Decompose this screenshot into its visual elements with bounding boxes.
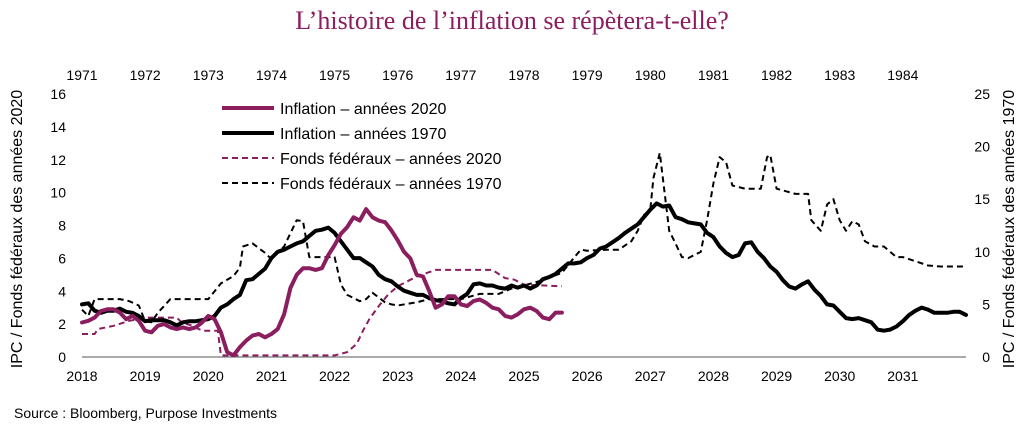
series-line-1 xyxy=(80,207,564,358)
left-tick-12: 12 xyxy=(50,152,66,168)
top-tick-1982: 1982 xyxy=(761,67,792,83)
bottom-tick-2018: 2018 xyxy=(66,368,97,384)
top-tick-1977: 1977 xyxy=(445,67,476,83)
right-axis-title: IPC / Fonds fédéraux des années 1970 xyxy=(1001,90,1018,369)
series-line-2 xyxy=(80,201,968,333)
left-axis-title: IPC / Fonds fédéraux des années 2020 xyxy=(9,90,26,369)
top-tick-1973: 1973 xyxy=(193,67,224,83)
top-tick-1976: 1976 xyxy=(382,67,413,83)
bottom-tick-2024: 2024 xyxy=(445,368,476,384)
bottom-tick-2021: 2021 xyxy=(256,368,287,384)
right-axis-ticks: 0 5 10 15 20 25 xyxy=(974,86,990,365)
bottom-tick-2023: 2023 xyxy=(382,368,413,384)
bottom-tick-2031: 2031 xyxy=(887,368,918,384)
legend-label-1: Inflation – années 2020 xyxy=(280,101,446,118)
bottom-tick-2026: 2026 xyxy=(572,368,603,384)
left-tick-4: 4 xyxy=(58,283,66,299)
bottom-tick-2019: 2019 xyxy=(130,368,161,384)
top-tick-1972: 1972 xyxy=(130,67,161,83)
top-tick-1978: 1978 xyxy=(508,67,539,83)
right-tick-10: 10 xyxy=(974,244,990,260)
bottom-tick-2022: 2022 xyxy=(319,368,350,384)
series-line-4 xyxy=(81,151,966,324)
legend: Inflation – années 2020 Inflation – année… xyxy=(222,101,502,193)
left-tick-14: 14 xyxy=(50,119,66,135)
source-note: Source : Bloomberg, Purpose Investments xyxy=(14,405,277,421)
left-tick-8: 8 xyxy=(58,218,66,234)
bottom-tick-2029: 2029 xyxy=(761,368,792,384)
legend-label-2: Inflation – années 1970 xyxy=(280,126,446,143)
bottom-tick-2025: 2025 xyxy=(508,368,539,384)
right-tick-0: 0 xyxy=(982,349,990,365)
right-tick-5: 5 xyxy=(982,296,990,312)
top-tick-1983: 1983 xyxy=(824,67,855,83)
right-tick-15: 15 xyxy=(974,191,990,207)
top-tick-1971: 1971 xyxy=(66,67,97,83)
left-tick-16: 16 xyxy=(50,86,66,102)
bottom-tick-2030: 2030 xyxy=(824,368,855,384)
bottom-tick-2020: 2020 xyxy=(193,368,224,384)
top-axis-ticks: 1971 1972 1973 1974 1975 1976 1977 1978 1979 1980… xyxy=(66,67,918,83)
top-tick-1984: 1984 xyxy=(887,67,918,83)
series-layer xyxy=(80,151,968,358)
series-line-3 xyxy=(82,268,562,357)
right-tick-25: 25 xyxy=(974,86,990,102)
bottom-tick-2028: 2028 xyxy=(698,368,729,384)
left-axis-ticks: 0 2 4 6 8 10 12 14 16 xyxy=(50,86,66,365)
left-tick-0: 0 xyxy=(58,349,66,365)
chart-title: L’histoire de l’inflation se répètera-t-… xyxy=(295,6,729,35)
left-tick-10: 10 xyxy=(50,185,66,201)
left-tick-6: 6 xyxy=(58,250,66,266)
top-tick-1975: 1975 xyxy=(319,67,350,83)
left-tick-2: 2 xyxy=(58,316,66,332)
top-tick-1979: 1979 xyxy=(572,67,603,83)
right-tick-20: 20 xyxy=(974,139,990,155)
legend-label-4: Fonds fédéraux – années 1970 xyxy=(280,176,502,193)
legend-label-3: Fonds fédéraux – années 2020 xyxy=(280,151,502,168)
bottom-tick-2027: 2027 xyxy=(635,368,666,384)
top-tick-1980: 1980 xyxy=(635,67,666,83)
top-tick-1981: 1981 xyxy=(698,67,729,83)
top-tick-1974: 1974 xyxy=(256,67,287,83)
bottom-axis-ticks: 2018 2019 2020 2021 2022 2023 2024 2025 2026 2027… xyxy=(66,368,918,384)
